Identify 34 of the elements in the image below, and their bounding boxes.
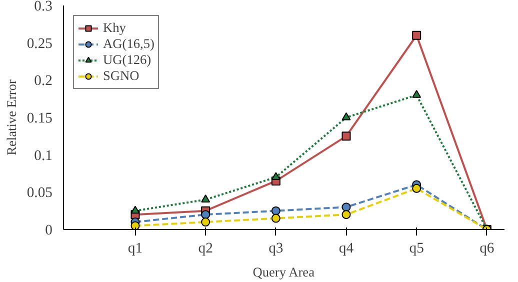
x-axis-title: Query Area xyxy=(252,264,315,280)
point xyxy=(271,172,280,180)
y-tick-label: 0.05 xyxy=(26,185,53,202)
point xyxy=(342,210,351,220)
legend-label: UG(126) xyxy=(103,52,152,68)
point xyxy=(412,90,422,98)
legend-label: Khy xyxy=(103,20,126,36)
point xyxy=(271,214,280,223)
x-tick-label: q3 xyxy=(268,240,284,256)
point xyxy=(342,112,351,120)
y-tick-label: 0 xyxy=(45,222,52,238)
point xyxy=(342,202,351,212)
legend-label: AG(16,5) xyxy=(103,36,154,52)
y-tick-label: 0.1 xyxy=(34,148,53,164)
point xyxy=(201,210,210,220)
y-tick-label: 0.2 xyxy=(34,73,53,90)
x-tick-label: q5 xyxy=(409,240,424,256)
y-tick-label: 0.15 xyxy=(26,110,53,126)
y-tick-label: 0.3 xyxy=(34,0,53,14)
point xyxy=(130,206,140,214)
point xyxy=(201,218,210,227)
x-tick-label: q1 xyxy=(128,240,143,256)
y-axis-title: Relative Error xyxy=(4,79,19,156)
point xyxy=(201,194,210,202)
x-tick-label: q2 xyxy=(198,240,213,256)
point xyxy=(271,206,280,216)
point xyxy=(412,30,422,40)
x-tick-label: q4 xyxy=(338,240,354,256)
y-tick-label: 0.25 xyxy=(26,36,53,52)
point xyxy=(412,184,422,193)
point xyxy=(130,221,140,230)
point xyxy=(342,132,351,141)
x-tick-label: q6 xyxy=(480,240,494,256)
legend-label: SGNO xyxy=(103,68,140,84)
